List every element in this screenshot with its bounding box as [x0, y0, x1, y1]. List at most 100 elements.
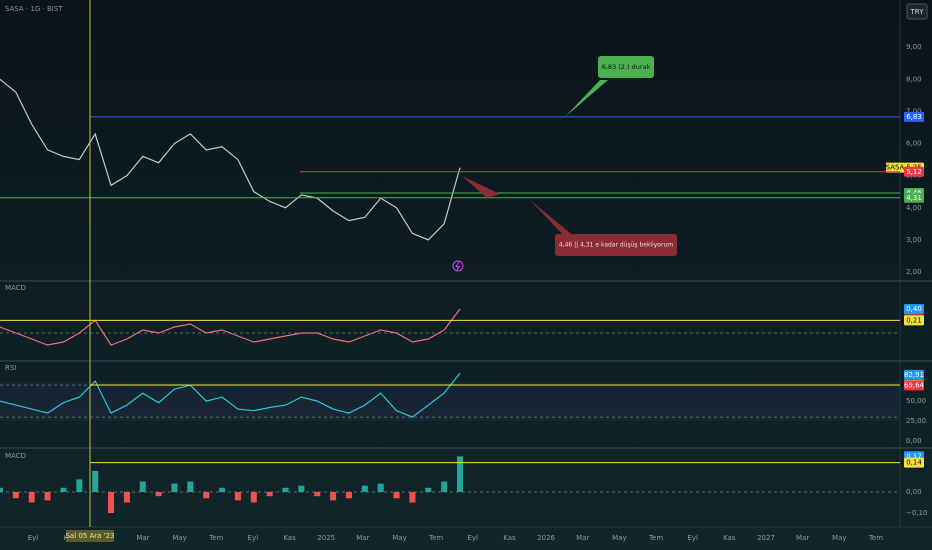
time-axis: Eyl Kas Mar May Tem Eyl Kas 2025 Mar May Tem Eyl Kas… [28, 534, 883, 542]
callout-box [555, 234, 677, 256]
crosshair-label: Sal 05 Ara '23 [65, 532, 114, 540]
currency-label: TRY [910, 8, 925, 16]
price-badge-label: 82,91 [904, 371, 924, 379]
x-tick-label: 2026 [537, 534, 555, 542]
price-badge-label: 0,17 [906, 452, 922, 460]
histogram-bar [298, 485, 305, 492]
currency-button[interactable] [906, 3, 928, 20]
x-tick-label: Kas [283, 534, 296, 542]
x-tick-label: Tem [428, 534, 443, 542]
x-tick-label: May [392, 534, 406, 542]
x-tick-label: Eyl [28, 534, 39, 542]
histogram-bar [393, 491, 400, 499]
histogram-bar [282, 487, 289, 492]
histogram-bar [123, 491, 130, 503]
histogram-bar [266, 491, 273, 497]
price-badge [904, 192, 924, 203]
price-badge-label: 69,64 [904, 381, 925, 389]
symbol-badge-label: SASA [886, 164, 905, 172]
pane-title: RSI [5, 364, 16, 372]
histogram-bar [361, 485, 368, 492]
price-badge-label: 5,12 [906, 168, 922, 176]
price-badge-label: 0,14 [906, 459, 922, 467]
histogram-bar [441, 481, 448, 492]
price-badge [904, 166, 924, 177]
y-tick-label: −0,10 [906, 509, 927, 517]
price-badge-label: 6,83 [906, 113, 922, 121]
symbol-badge [886, 162, 904, 173]
histogram-bar [0, 487, 3, 492]
histogram-bar [60, 487, 67, 492]
callout-text: 6,83 (2.) durak [602, 63, 651, 71]
callout-box [598, 56, 654, 78]
price-badge-label: 4,31 [906, 194, 922, 202]
histogram-bar [28, 491, 35, 503]
histogram-bar [409, 491, 416, 503]
y-tick-label: 8,00 [906, 75, 922, 83]
x-tick-label: Kas [503, 534, 516, 542]
histogram-bar [92, 470, 99, 492]
price-badge-label: 0,40 [906, 305, 922, 313]
price-badge [904, 369, 924, 380]
pane-title: MACD [5, 452, 26, 460]
price-badge [904, 457, 924, 468]
histogram-bar [345, 491, 352, 499]
x-tick-label: Mar [356, 534, 369, 542]
callout-arrow [530, 200, 575, 237]
y-tick-label: 0,00 [906, 488, 922, 496]
y-tick-label: 2,00 [906, 268, 922, 276]
x-tick-label: Mar [576, 534, 589, 542]
histogram-bar [155, 491, 162, 497]
price-badge [904, 380, 924, 391]
y-tick-label: 0,00 [906, 437, 922, 445]
histogram-bar [314, 491, 321, 497]
symbol-title: SASA · 1G · BIST [5, 5, 63, 13]
x-tick-label: Kas [723, 534, 736, 542]
histogram-bar [139, 481, 146, 492]
histogram-bar [12, 491, 19, 499]
callout-text: 4,46 || 4,31 e kadar düşüş bekliyorum [559, 242, 673, 249]
event-icon-bolt [455, 261, 460, 271]
x-tick-label: Mar [136, 534, 149, 542]
x-tick-label: Eyl [468, 534, 479, 542]
histogram-bar [219, 487, 226, 492]
y-tick-label: 25,00 [906, 417, 926, 425]
histogram-bar [377, 483, 384, 492]
histogram-bar [457, 456, 463, 492]
callout-arrow [565, 80, 608, 117]
series-line [0, 308, 461, 346]
x-tick-label: Tem [868, 534, 883, 542]
histogram-bar [76, 479, 83, 492]
series-line [0, 372, 461, 418]
pane-title: MACD [5, 284, 26, 292]
histogram-bar [187, 481, 194, 492]
y-tick-label: 3,00 [906, 236, 922, 244]
price-badge [904, 304, 924, 314]
x-tick-label: May [832, 534, 846, 542]
event-icon[interactable] [452, 260, 464, 272]
price-badge [904, 315, 924, 326]
crosshair-label-bg [66, 530, 114, 542]
price-badge-label: 0,21 [906, 316, 922, 324]
x-tick-label: Eyl [687, 534, 698, 542]
histogram-bar [330, 491, 337, 501]
series-line [0, 78, 461, 241]
rsi-band [0, 381, 900, 421]
x-tick-label: May [172, 534, 186, 542]
x-tick-label: Tem [648, 534, 663, 542]
marks: 9,008,007,006,005,004,003,002,006,835,25… [0, 43, 927, 517]
y-tick-label: 4,00 [906, 204, 922, 212]
histogram-bar [108, 491, 115, 513]
y-tick-label: 6,00 [906, 140, 922, 148]
histogram-bar [203, 491, 210, 499]
x-tick-label: May [612, 534, 626, 542]
x-tick-label: Mar [796, 534, 809, 542]
histogram-bar [44, 491, 51, 501]
trend-arrow [462, 176, 500, 198]
y-tick-label: 9,00 [906, 43, 922, 51]
price-badge [904, 111, 924, 122]
x-tick-label: Tem [208, 534, 223, 542]
